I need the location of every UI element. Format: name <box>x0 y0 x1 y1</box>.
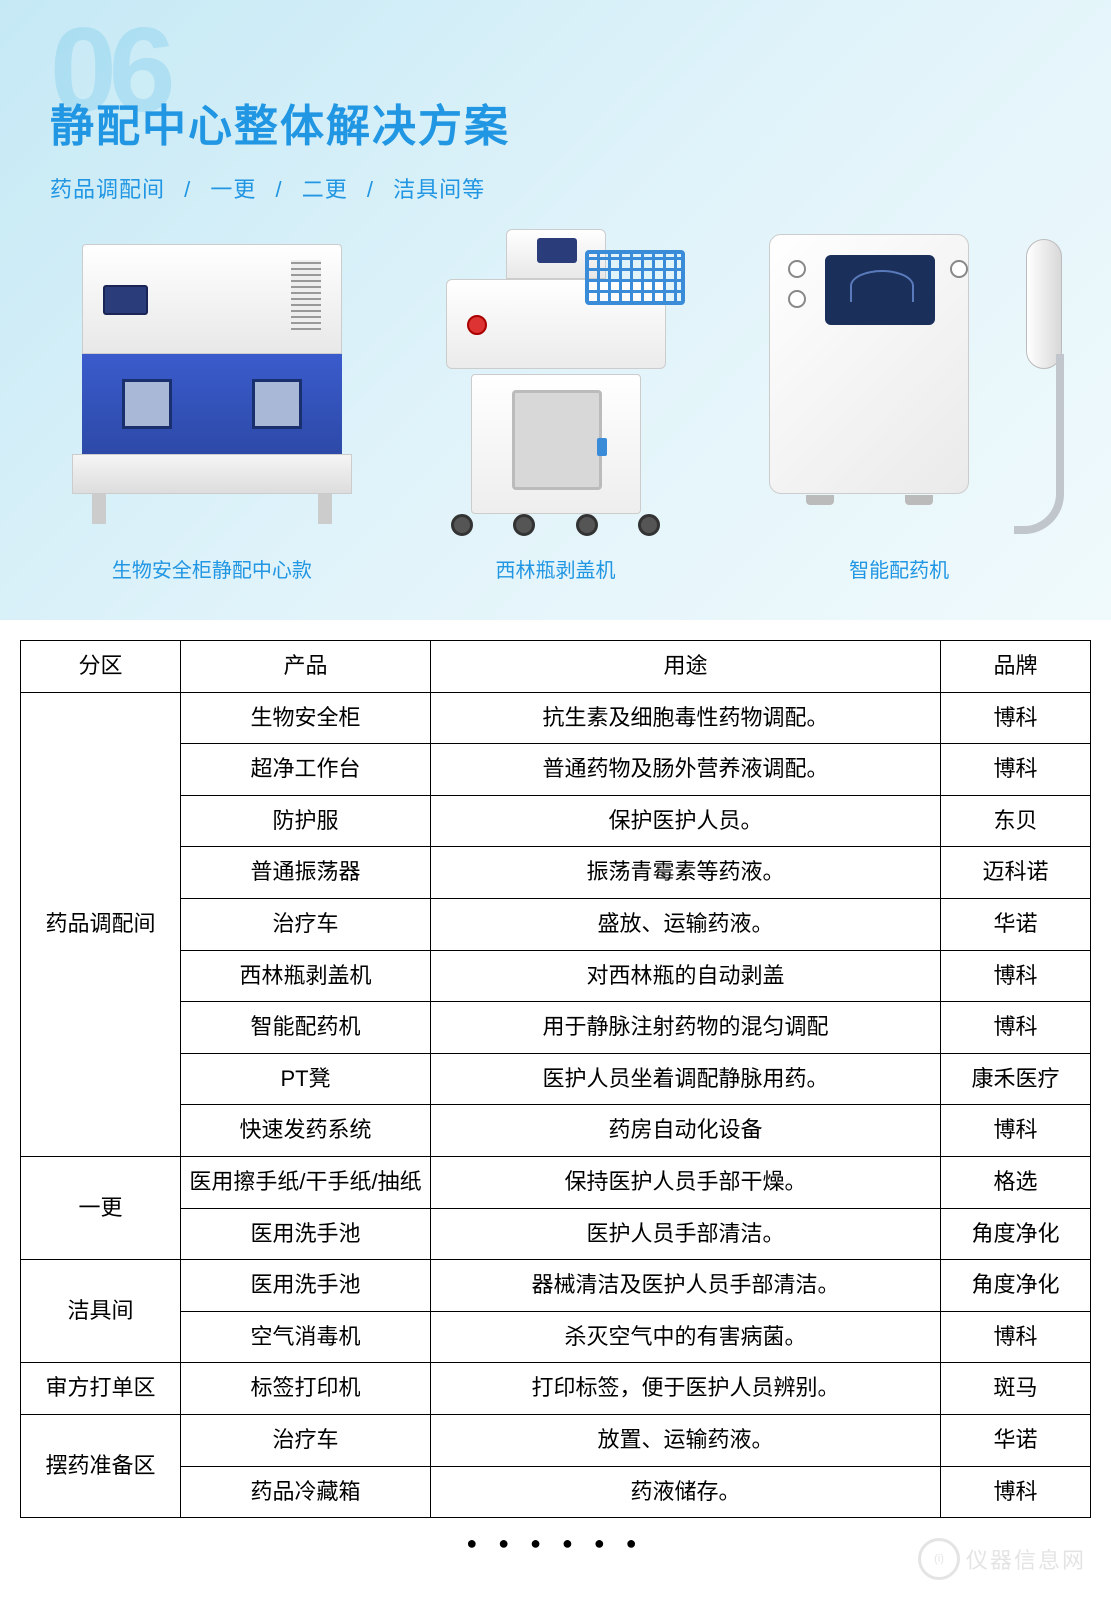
col-brand: 品牌 <box>941 641 1091 693</box>
subtitle-sep: / <box>184 177 191 202</box>
product-cell: 标签打印机 <box>181 1363 431 1415</box>
product-card: 西林瓶剥盖机 <box>394 234 718 583</box>
col-product: 产品 <box>181 641 431 693</box>
subtitle-part: 一更 <box>210 177 256 202</box>
spec-table: 分区 产品 用途 品牌 药品调配间生物安全柜抗生素及细胞毒性药物调配。博科超净工… <box>20 640 1091 1518</box>
table-row: 摆药准备区治疗车放置、运输药液。华诺 <box>21 1414 1091 1466</box>
product-cell: 治疗车 <box>181 898 431 950</box>
col-use: 用途 <box>431 641 941 693</box>
use-cell: 医护人员坐着调配静脉用药。 <box>431 1053 941 1105</box>
brand-cell: 角度净化 <box>941 1208 1091 1260</box>
product-cell: 西林瓶剥盖机 <box>181 950 431 1002</box>
use-cell: 药液储存。 <box>431 1466 941 1518</box>
product-cell: 超净工作台 <box>181 744 431 796</box>
product-row: 生物安全柜静配中心款 西林瓶剥盖机 <box>50 234 1061 583</box>
table-row: PT凳医护人员坐着调配静脉用药。康禾医疗 <box>21 1053 1091 1105</box>
brand-cell: 华诺 <box>941 1414 1091 1466</box>
table-row: 审方打单区标签打印机打印标签，便于医护人员辨别。斑马 <box>21 1363 1091 1415</box>
product-label: 西林瓶剥盖机 <box>496 554 616 583</box>
product-cell: PT凳 <box>181 1053 431 1105</box>
product-cell: 药品冷藏箱 <box>181 1466 431 1518</box>
product-cell: 医用擦手纸/干手纸/抽纸 <box>181 1156 431 1208</box>
table-row: 药品调配间生物安全柜抗生素及细胞毒性药物调配。博科 <box>21 692 1091 744</box>
use-cell: 用于静脉注射药物的混匀调配 <box>431 1002 941 1054</box>
zone-cell: 药品调配间 <box>21 692 181 1156</box>
use-cell: 医护人员手部清洁。 <box>431 1208 941 1260</box>
use-cell: 对西林瓶的自动剥盖 <box>431 950 941 1002</box>
brand-cell: 博科 <box>941 950 1091 1002</box>
use-cell: 保护医护人员。 <box>431 795 941 847</box>
product-cell: 医用洗手池 <box>181 1208 431 1260</box>
brand-cell: 东贝 <box>941 795 1091 847</box>
product-card: 智能配药机 <box>737 234 1061 583</box>
table-header-row: 分区 产品 用途 品牌 <box>21 641 1091 693</box>
vial-decapper-icon <box>426 234 686 534</box>
use-cell: 药房自动化设备 <box>431 1105 941 1157</box>
product-cell: 空气消毒机 <box>181 1311 431 1363</box>
product-cell: 快速发药系统 <box>181 1105 431 1157</box>
brand-cell: 格选 <box>941 1156 1091 1208</box>
table-row: 药品冷藏箱药液储存。博科 <box>21 1466 1091 1518</box>
brand-cell: 博科 <box>941 692 1091 744</box>
product-label: 生物安全柜静配中心款 <box>112 554 312 583</box>
biosafety-cabinet-icon <box>72 234 352 534</box>
product-label: 智能配药机 <box>849 554 949 583</box>
zone-cell: 洁具间 <box>21 1260 181 1363</box>
col-zone: 分区 <box>21 641 181 693</box>
product-cell: 治疗车 <box>181 1414 431 1466</box>
watermark: (i) 仪器信息网 <box>918 1538 1086 1580</box>
table-row: 防护服保护医护人员。东贝 <box>21 795 1091 847</box>
use-cell: 抗生素及细胞毒性药物调配。 <box>431 692 941 744</box>
brand-cell: 康禾医疗 <box>941 1053 1091 1105</box>
use-cell: 放置、运输药液。 <box>431 1414 941 1466</box>
brand-cell: 博科 <box>941 1466 1091 1518</box>
hero-section: 06 静配中心整体解决方案 药品调配间 / 一更 / 二更 / 洁具间等 <box>0 0 1111 620</box>
table-row: 医用洗手池医护人员手部清洁。角度净化 <box>21 1208 1091 1260</box>
use-cell: 保持医护人员手部干燥。 <box>431 1156 941 1208</box>
zone-cell: 一更 <box>21 1156 181 1259</box>
table-row: 快速发药系统药房自动化设备博科 <box>21 1105 1091 1157</box>
brand-cell: 博科 <box>941 1002 1091 1054</box>
brand-cell: 斑马 <box>941 1363 1091 1415</box>
brand-cell: 华诺 <box>941 898 1091 950</box>
table-row: 西林瓶剥盖机对西林瓶的自动剥盖博科 <box>21 950 1091 1002</box>
zone-cell: 审方打单区 <box>21 1363 181 1415</box>
product-card: 生物安全柜静配中心款 <box>50 234 374 583</box>
brand-cell: 博科 <box>941 1105 1091 1157</box>
table-row: 智能配药机用于静脉注射药物的混匀调配博科 <box>21 1002 1091 1054</box>
use-cell: 打印标签，便于医护人员辨别。 <box>431 1363 941 1415</box>
table-row: 普通振荡器振荡青霉素等药液。迈科诺 <box>21 847 1091 899</box>
brand-cell: 迈科诺 <box>941 847 1091 899</box>
use-cell: 普通药物及肠外营养液调配。 <box>431 744 941 796</box>
use-cell: 盛放、运输药液。 <box>431 898 941 950</box>
product-cell: 防护服 <box>181 795 431 847</box>
use-cell: 器械清洁及医护人员手部清洁。 <box>431 1260 941 1312</box>
subtitle-sep: / <box>367 177 374 202</box>
subtitle: 药品调配间 / 一更 / 二更 / 洁具间等 <box>50 172 1061 204</box>
product-cell: 智能配药机 <box>181 1002 431 1054</box>
table-row: 空气消毒机杀灭空气中的有害病菌。博科 <box>21 1311 1091 1363</box>
brand-cell: 博科 <box>941 1311 1091 1363</box>
product-cell: 普通振荡器 <box>181 847 431 899</box>
table-row: 一更医用擦手纸/干手纸/抽纸保持医护人员手部干燥。格选 <box>21 1156 1091 1208</box>
product-cell: 生物安全柜 <box>181 692 431 744</box>
subtitle-sep: / <box>276 177 283 202</box>
watermark-icon: (i) <box>918 1538 960 1580</box>
watermark-text: 仪器信息网 <box>966 1543 1086 1575</box>
subtitle-part: 洁具间等 <box>393 177 485 202</box>
use-cell: 振荡青霉素等药液。 <box>431 847 941 899</box>
brand-cell: 博科 <box>941 744 1091 796</box>
product-cell: 医用洗手池 <box>181 1260 431 1312</box>
table-row: 洁具间医用洗手池器械清洁及医护人员手部清洁。角度净化 <box>21 1260 1091 1312</box>
subtitle-part: 药品调配间 <box>50 177 165 202</box>
page-title: 静配中心整体解决方案 <box>50 90 1061 154</box>
table-row: 治疗车盛放、运输药液。华诺 <box>21 898 1091 950</box>
zone-cell: 摆药准备区 <box>21 1414 181 1517</box>
brand-cell: 角度净化 <box>941 1260 1091 1312</box>
use-cell: 杀灭空气中的有害病菌。 <box>431 1311 941 1363</box>
table-row: 超净工作台普通药物及肠外营养液调配。博科 <box>21 744 1091 796</box>
subtitle-part: 二更 <box>302 177 348 202</box>
dispenser-icon <box>759 234 1039 534</box>
